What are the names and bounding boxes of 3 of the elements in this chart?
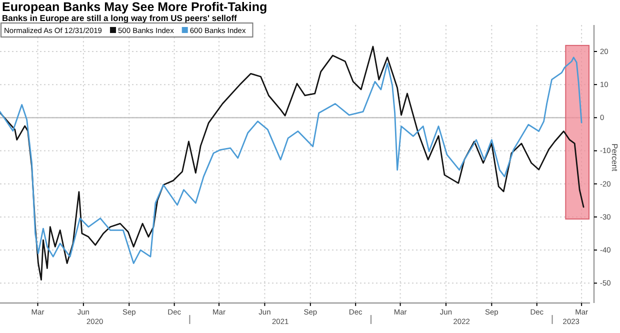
- y-axis-title: Percent: [610, 144, 619, 172]
- chart-subtitle: Banks in Europe are still a long way from US peers' selloff: [2, 13, 238, 23]
- chart-title: European Banks May See More Profit-Taking: [2, 0, 268, 14]
